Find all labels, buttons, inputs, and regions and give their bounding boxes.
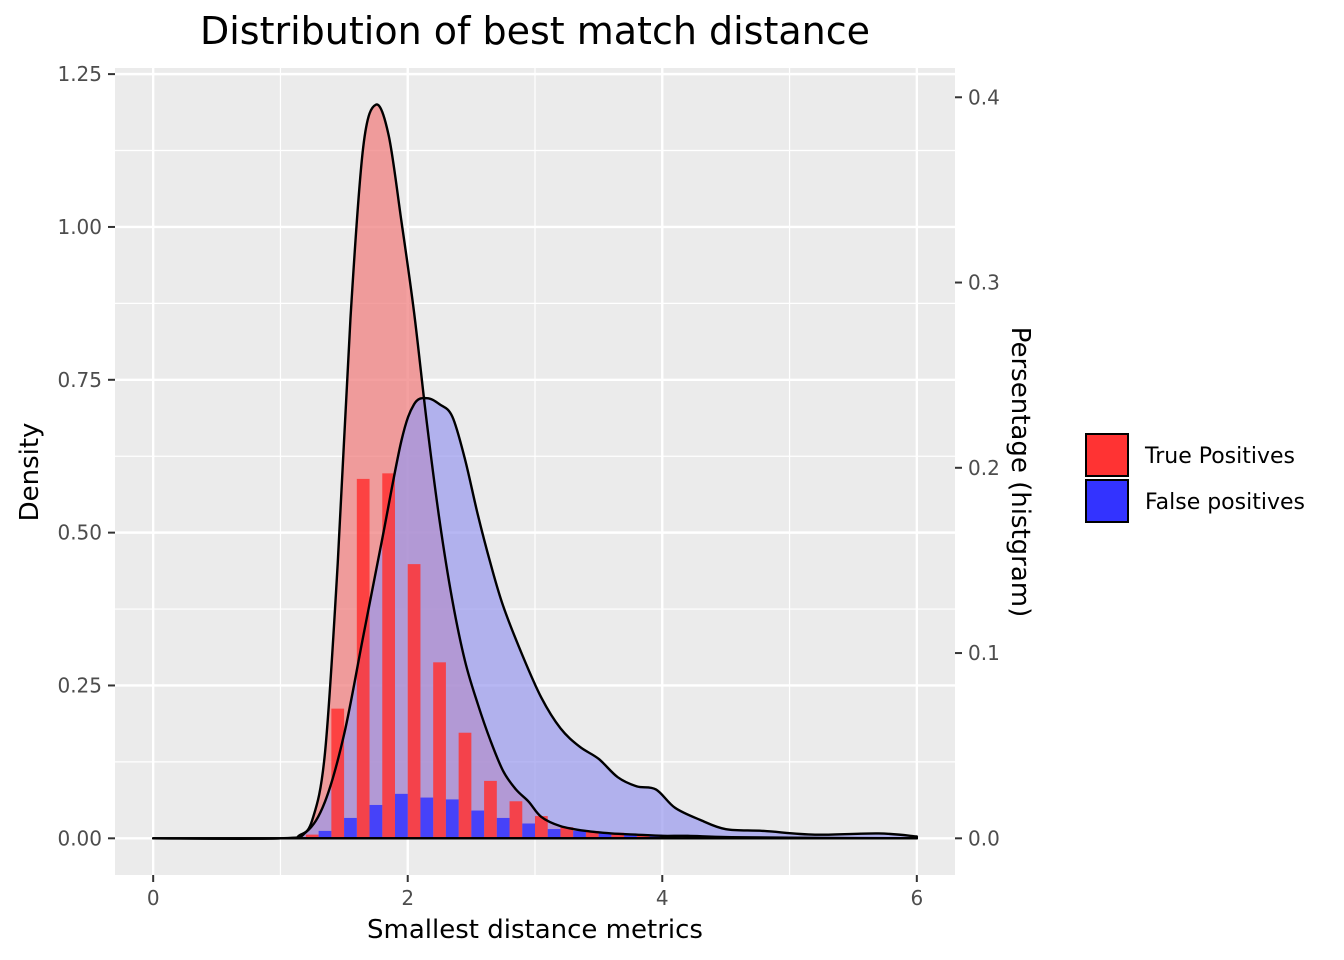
- histogram-bar-false-positives: [496, 817, 510, 839]
- y2-tick-label: 0.1: [968, 641, 1000, 665]
- axes: 0 2 4 6 0.00 0.25 0.50 0.75 1.00 1.25 0.0 0.1 0.2 0.3…: [57, 62, 999, 910]
- legend: True Positives False positives: [1085, 433, 1305, 523]
- y2-tick-label: 0.2: [968, 456, 1000, 480]
- histogram-bar-false-positives: [344, 817, 357, 839]
- histogram-bar-true-positives: [585, 830, 599, 839]
- histogram-bar-false-positives: [420, 797, 434, 839]
- y2-tick-label: 0.0: [968, 826, 1000, 850]
- density-outline-false-positives: [151, 396, 919, 840]
- histogram-bar-false-positives: [445, 799, 459, 839]
- histogram-bar-false-positives: [471, 810, 485, 839]
- x-axis-title: Smallest distance metrics: [367, 915, 703, 945]
- histogram-bar-false-positives: [522, 823, 535, 839]
- y-tick-label: 1.00: [57, 215, 102, 239]
- histogram-bar-false-positives: [369, 804, 383, 839]
- histogram-bar-true-positives: [305, 834, 319, 839]
- histogram-bar-false-positives: [318, 830, 332, 839]
- histogram-bar-true-positives: [458, 732, 472, 839]
- histogram-bar-false-positives: [573, 830, 586, 839]
- y-tick-label: 0.50: [57, 521, 102, 545]
- histogram-bar-true-positives: [356, 478, 370, 839]
- y-tick-label: 0.00: [57, 826, 102, 850]
- y2-axis-title: Persentage (histgram): [1005, 327, 1035, 618]
- x-tick-label: 4: [656, 886, 669, 910]
- density-outline-true-positives: [151, 103, 919, 840]
- y-tick-label: 0.25: [57, 673, 102, 697]
- legend-key-false-positives: [1085, 479, 1129, 523]
- histogram-bar-true-positives: [382, 473, 395, 839]
- histogram-bar-true-positives: [509, 801, 523, 839]
- histogram-bar-false-positives: [395, 793, 408, 839]
- histogram-bar-true-positives: [484, 780, 497, 839]
- histogram-bar-false-positives: [598, 832, 612, 839]
- y2-tick-label: 0.4: [968, 85, 1000, 109]
- histogram-bar-true-positives: [407, 564, 421, 839]
- histogram-bar-true-positives: [331, 708, 345, 839]
- legend-key-true-positives: [1085, 433, 1129, 477]
- legend-label-true-positives: True Positives: [1144, 444, 1295, 469]
- legend-label-false-positives: False positives: [1145, 490, 1305, 515]
- histogram-bars: [305, 473, 675, 839]
- density-area-true-positives: [153, 104, 917, 839]
- chart-title: Distribution of best match distance: [200, 9, 870, 53]
- histogram-bar-true-positives: [433, 662, 446, 839]
- density-areas: [153, 104, 917, 839]
- histogram-bar-false-positives: [624, 834, 637, 839]
- x-tick-label: 2: [401, 886, 414, 910]
- histogram-bar-false-positives: [547, 829, 561, 839]
- y2-tick-label: 0.3: [968, 271, 1000, 295]
- histogram-bar-true-positives: [535, 816, 548, 839]
- x-tick-label: 0: [147, 886, 160, 910]
- histogram-bar-true-positives: [560, 827, 574, 839]
- y-tick-label: 1.25: [57, 62, 102, 86]
- density-area-false-positives: [153, 398, 917, 839]
- histogram-bar-true-positives: [636, 834, 650, 839]
- histogram-bar-true-positives: [611, 832, 625, 839]
- y-tick-label: 0.75: [57, 368, 102, 392]
- density-outlines: [151, 103, 919, 840]
- y-axis-title: Density: [15, 423, 45, 522]
- x-tick-label: 6: [910, 886, 923, 910]
